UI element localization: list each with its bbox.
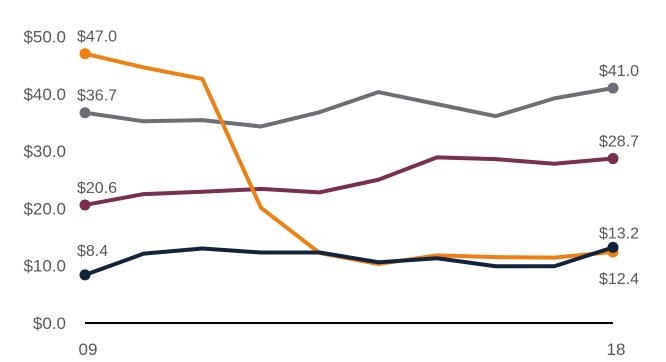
series-line bbox=[83, 245, 615, 277]
series-start-point bbox=[79, 199, 91, 211]
series-end-label: $41.0 bbox=[599, 63, 639, 80]
series-start-point bbox=[79, 269, 91, 281]
y-tick-label: $10.0 bbox=[23, 257, 66, 276]
y-tick-label: $40.0 bbox=[23, 85, 66, 104]
y-axis: $0.0 $10.0 $20.0 $30.0 $40.0 $50.0 bbox=[23, 28, 66, 334]
series-start-label: $8.4 bbox=[77, 243, 108, 260]
series-start-point bbox=[79, 48, 91, 60]
series-start-label: $20.6 bbox=[77, 180, 117, 197]
y-tick-label: $30.0 bbox=[23, 142, 66, 161]
x-tick-label: 18 bbox=[607, 340, 626, 359]
series-group bbox=[79, 48, 619, 281]
series-start-point bbox=[79, 107, 91, 119]
y-tick-label: $20.0 bbox=[23, 199, 66, 218]
y-tick-label: $0.0 bbox=[33, 314, 66, 333]
series-start-label: $36.7 bbox=[77, 88, 117, 105]
data-labels: $36.7 $41.0 $20.6 $28.7 $47.0 $12.4 $8.4 $13.2 bbox=[77, 29, 639, 288]
series-start-label: $47.0 bbox=[77, 29, 117, 46]
series-end-label: $28.7 bbox=[599, 134, 639, 151]
y-tick-label: $50.0 bbox=[23, 28, 66, 47]
series-end-point bbox=[607, 82, 619, 94]
series-line bbox=[83, 51, 615, 266]
series-end-point bbox=[607, 153, 619, 165]
series-line bbox=[83, 155, 615, 207]
series-end-label: $13.2 bbox=[599, 225, 639, 242]
series-end-label: $12.4 bbox=[599, 271, 639, 288]
series-line bbox=[83, 86, 615, 129]
x-tick-label: 09 bbox=[79, 340, 98, 359]
x-axis: 09 18 bbox=[79, 340, 626, 359]
series-end-point bbox=[607, 241, 619, 253]
